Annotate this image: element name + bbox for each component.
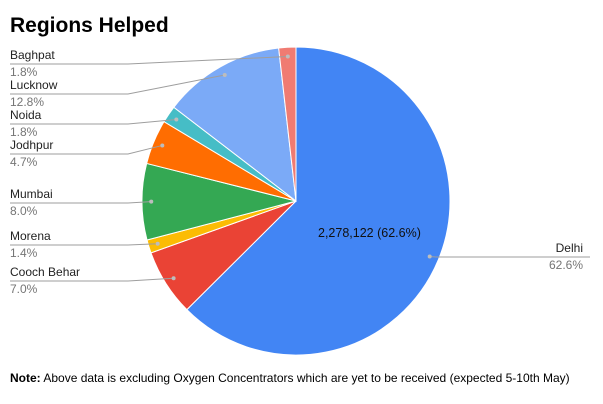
leader-line-noida — [10, 119, 177, 125]
slice-name-jodhpur: Jodhpur — [10, 138, 53, 152]
pie-slice-baghpat — [278, 46, 297, 202]
footnote: Note: Above data is excluding Oxygen Con… — [10, 371, 600, 385]
slice-percent-mumbai: 8.0% — [10, 204, 38, 218]
delhi-value-label: 2,278,122 (62.6%) — [318, 226, 421, 240]
slice-name-baghpat: Baghpat — [10, 48, 55, 62]
leader-line-morena — [10, 243, 158, 246]
leader-line-lucknow — [10, 74, 225, 95]
slice-name-delhi: Delhi — [556, 241, 583, 255]
slice-percent-cooch-behar: 7.0% — [10, 282, 38, 296]
pie-slice-lucknow — [173, 47, 297, 203]
leader-dot-delhi — [427, 254, 432, 259]
slice-name-mumbai: Mumbai — [10, 187, 53, 201]
leader-dot-jodhpur — [160, 143, 165, 148]
slice-percent-noida: 1.8% — [10, 125, 38, 139]
leader-line-mumbai — [10, 201, 152, 204]
leader-dot-mumbai — [149, 199, 154, 204]
leader-dot-noida — [174, 117, 179, 122]
leader-dot-cooch-behar — [171, 276, 176, 281]
slice-percent-morena: 1.4% — [10, 246, 38, 260]
leader-dot-baghpat — [285, 54, 290, 59]
note-prefix: Note: — [10, 371, 41, 385]
slice-name-morena: Morena — [10, 229, 51, 243]
slice-labels: Delhi 62.6% Cooch Behar 7.0% Morena 1.4% Mumba… — [10, 48, 583, 296]
slice-percent-lucknow: 12.8% — [10, 95, 44, 109]
leader-lines — [10, 54, 590, 282]
leader-dot-morena — [155, 241, 160, 246]
chart-title: Regions Helped — [10, 14, 169, 37]
note-text: Above data is excluding Oxygen Concentra… — [40, 371, 570, 385]
slice-name-noida: Noida — [10, 108, 42, 122]
slice-name-cooch-behar: Cooch Behar — [10, 265, 80, 279]
leader-line-baghpat — [10, 55, 288, 65]
pie-slice-delhi — [186, 46, 451, 356]
leader-line-jodhpur — [10, 144, 163, 155]
leader-line-cooch-behar — [10, 277, 174, 282]
leader-dot-lucknow — [222, 72, 227, 77]
slice-percent-delhi: 62.6% — [549, 258, 583, 272]
pie-slices — [141, 46, 451, 356]
pie-chart: Regions Helped Delhi 62.6% Cooch Behar 7.0%… — [10, 14, 590, 356]
slice-percent-jodhpur: 4.7% — [10, 155, 38, 169]
slice-percent-baghpat: 1.8% — [10, 65, 38, 79]
slice-name-lucknow: Lucknow — [10, 78, 58, 92]
